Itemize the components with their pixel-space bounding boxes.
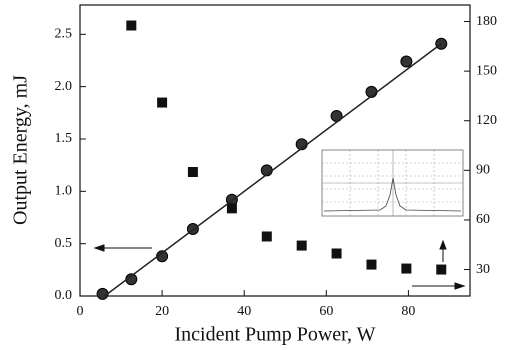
y-tick-label: 1.5: [55, 131, 73, 146]
y2-tick-label: 150: [476, 63, 497, 78]
square-point: [126, 21, 136, 31]
chart: Incident Pump Power, W Output Energy, mJ…: [0, 0, 518, 350]
square-point: [227, 203, 237, 213]
y2-tick-label: 180: [476, 14, 497, 29]
y-tick-label: 0.0: [55, 288, 73, 303]
x-tick-label: 40: [237, 304, 251, 319]
square-point: [297, 241, 307, 251]
circle-point: [401, 56, 412, 67]
x-tick-label: 60: [319, 304, 333, 319]
y-tick-label: 1.0: [55, 184, 73, 199]
square-point: [401, 264, 411, 274]
x-axis-title: Incident Pump Power, W: [174, 324, 375, 346]
y2-tick-label: 30: [476, 262, 490, 277]
square-point: [366, 260, 376, 270]
square-point: [188, 167, 198, 177]
x-tick-label: 0: [77, 304, 84, 319]
y-tick-label: 2.5: [55, 27, 73, 42]
y2-tick-label: 60: [476, 212, 490, 227]
inset: [322, 150, 463, 216]
y-tick-label: 2.0: [55, 79, 73, 94]
x-tick-label: 80: [401, 304, 415, 319]
square-point: [157, 98, 167, 108]
y-tick-label: 0.5: [55, 236, 73, 251]
x-tick-label: 20: [155, 304, 169, 319]
y2-tick-label: 120: [476, 113, 497, 128]
square-point: [262, 231, 272, 241]
square-point: [436, 265, 446, 275]
y2-tick-label: 90: [476, 163, 490, 178]
square-point: [332, 249, 342, 259]
y-axis-title: Output Energy, mJ: [10, 75, 32, 225]
